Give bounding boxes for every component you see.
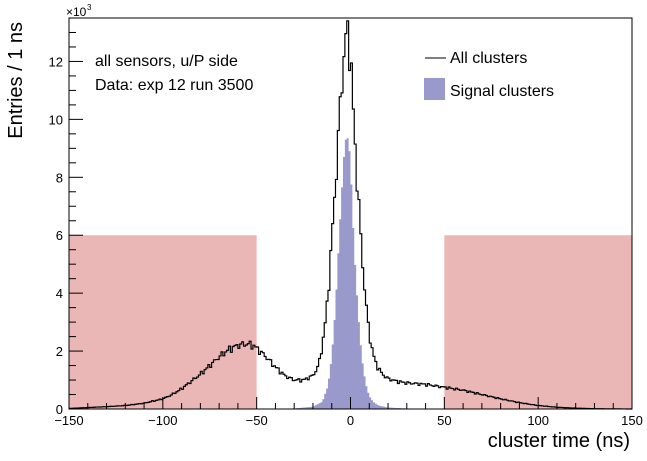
y-tick-label: 8 bbox=[56, 170, 63, 185]
y-tick-label: 12 bbox=[49, 54, 63, 69]
x-tick-label: −50 bbox=[246, 413, 268, 428]
y-tick-label: 2 bbox=[56, 344, 63, 359]
shaded-region-right bbox=[444, 235, 632, 409]
shaded-region-left bbox=[69, 235, 257, 409]
x-tick-label: 150 bbox=[621, 413, 643, 428]
annotation-data-run: Data: exp 12 run 3500 bbox=[95, 77, 253, 94]
x-tick-label: 100 bbox=[527, 413, 549, 428]
x-axis-title: cluster time (ns) bbox=[488, 430, 630, 452]
y-multiplier-label: ×10 bbox=[66, 5, 87, 19]
x-tick-label: 50 bbox=[437, 413, 451, 428]
series-signal-clusters bbox=[69, 138, 632, 409]
legend-signal-clusters-label: Signal clusters bbox=[450, 83, 554, 100]
legend-signal-clusters-swatch bbox=[424, 78, 445, 100]
y-tick-label: 6 bbox=[56, 228, 63, 243]
x-tick-label: 0 bbox=[347, 413, 354, 428]
annotation-sensors: all sensors, u/P side bbox=[95, 53, 238, 70]
x-tick-label: −100 bbox=[148, 413, 177, 428]
legend-all-clusters-label: All clusters bbox=[450, 50, 527, 67]
y-tick-label: 0 bbox=[56, 402, 63, 417]
x-tick-label: −150 bbox=[54, 413, 83, 428]
y-multiplier-exponent: 3 bbox=[87, 3, 92, 12]
y-tick-label: 4 bbox=[56, 286, 63, 301]
y-axis-title: Entries / 1 ns bbox=[5, 22, 27, 139]
y-tick-label: 10 bbox=[49, 112, 63, 127]
